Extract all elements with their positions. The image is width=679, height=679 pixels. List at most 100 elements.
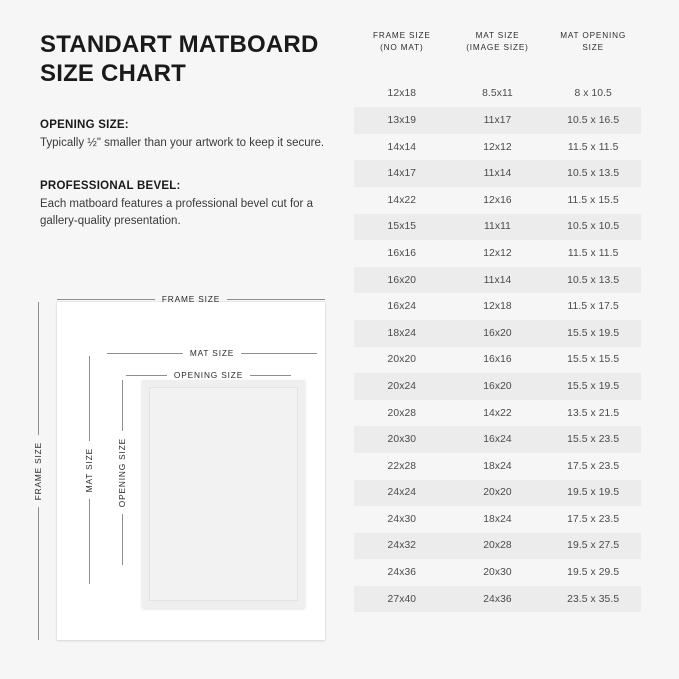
measure-rule-top: [122, 380, 124, 431]
cell-mat-size: 14x22: [483, 407, 512, 419]
cell-mat-size: 12x18: [483, 301, 512, 313]
cell-mat-opening-size: 11.5 x 15.5: [567, 194, 619, 206]
measure-rule-bottom: [89, 499, 91, 585]
table-row: 27x40 24x36 23.5 x 35.5: [354, 585, 641, 613]
measure-rule-bottom: [38, 507, 40, 641]
measure-rule-right: [250, 375, 291, 377]
cell-mat-size: 12x12: [483, 247, 512, 259]
measure-mat-size-horizontal: MAT SIZE: [107, 348, 318, 359]
cell-mat-size: 24x36: [449, 585, 546, 613]
table-row: 14x22 12x16 11.5 x 15.5: [354, 187, 641, 214]
cell-mat-opening-size: 10.5 x 16.5: [545, 107, 641, 134]
cell-mat-size: 20x30: [483, 567, 512, 579]
cell-mat-opening-size: 15.5 x 19.5: [545, 319, 641, 347]
left-column: STANDART MATBOARD SIZE CHART OPENING SIZ…: [40, 30, 340, 231]
table-row: 15x15 11x11 10.5 x 10.5: [354, 213, 641, 241]
frame-mat-diagram: FRAME SIZE FRAME SIZE MAT SIZE MAT SIZE: [22, 278, 342, 650]
cell-mat-size: 11x14: [449, 266, 546, 294]
measure-label-opening-size-left: OPENING SIZE: [117, 437, 127, 508]
cell-mat-opening-size: 10.5 x 13.5: [545, 160, 641, 187]
cell-mat-opening-size: 17.5 x 23.5: [567, 460, 620, 472]
cell-mat-opening-size: 19.5 x 27.5: [545, 532, 641, 560]
measure-rule-left: [126, 375, 167, 377]
table-row: 20x30 16x24 15.5 x 23.5: [354, 426, 641, 453]
column-header-mat-size: MAT SIZE (IMAGE SIZE): [450, 30, 546, 81]
cell-mat-opening-size: 15.5 x 15.5: [567, 354, 620, 366]
cell-frame-size: 14x22: [387, 194, 417, 206]
cell-mat-opening-size: 17.5 x 23.5: [567, 513, 620, 525]
column-header-mat-size-line1: MAT SIZE: [475, 31, 520, 40]
cell-mat-opening-size: 13.5 x 21.5: [567, 407, 620, 419]
table-row: 20x20 16x16 15.5 x 15.5: [354, 347, 641, 374]
table-row: 24x30 18x24 17.5 x 23.5: [354, 506, 641, 533]
cell-frame-size: 22x28: [387, 460, 417, 472]
cell-frame-size: 20x28: [387, 407, 417, 419]
measure-rule-bottom: [122, 514, 124, 565]
info-heading-professional-bevel: PROFESSIONAL BEVEL:: [40, 180, 181, 192]
cell-mat-size: 16x20: [449, 319, 546, 347]
measure-rule-top: [38, 302, 40, 435]
measure-rule-top: [89, 356, 91, 441]
table-row: 12x18 8.5x11 8 x 10.5: [354, 81, 641, 108]
table-row: 20x28 14x22 13.5 x 21.5: [354, 400, 641, 427]
cell-mat-size: 16x20: [449, 373, 546, 400]
cell-mat-size: 18x24: [483, 460, 512, 472]
table-row: 18x24 16x20 15.5 x 19.5: [354, 319, 641, 347]
cell-mat-opening-size: 15.5 x 19.5: [545, 373, 641, 400]
cell-frame-size: 14x17: [354, 160, 450, 187]
table-header-row: FRAME SIZE (NO MAT) MAT SIZE (IMAGE SIZE…: [354, 30, 641, 81]
column-header-frame-size-line2: (NO MAT): [380, 43, 424, 53]
cell-mat-opening-size: 11.5 x 11.5: [567, 247, 619, 259]
table-row: 20x24 16x20 15.5 x 19.5: [354, 373, 641, 400]
measure-rule-right: [241, 353, 318, 355]
cell-frame-size: 18x24: [354, 319, 450, 347]
frame-rectangle: [57, 302, 325, 640]
cell-mat-opening-size: 11.5 x 17.5: [567, 301, 619, 313]
measure-rule-right: [227, 299, 326, 301]
cell-mat-size: 11x11: [449, 213, 546, 241]
cell-frame-size: 13x19: [354, 107, 450, 134]
cell-frame-size: 20x20: [387, 354, 417, 366]
measure-label-mat-size-left: MAT SIZE: [84, 447, 94, 493]
cell-frame-size: 24x30: [387, 513, 417, 525]
cell-frame-size: 20x24: [354, 373, 450, 400]
info-heading-opening-size: OPENING SIZE:: [40, 118, 129, 131]
cell-mat-opening-size: 19.5 x 29.5: [567, 567, 620, 579]
size-table: FRAME SIZE (NO MAT) MAT SIZE (IMAGE SIZE…: [354, 30, 641, 613]
cell-frame-size: 20x30: [354, 426, 450, 453]
table-row: 24x32 20x28 19.5 x 27.5: [354, 532, 641, 560]
column-header-frame-size: FRAME SIZE (NO MAT): [354, 30, 450, 81]
measure-label-frame-size-left: FRAME SIZE: [33, 441, 43, 501]
mat-opening-rectangle: [149, 387, 298, 601]
cell-frame-size: 14x14: [387, 141, 417, 153]
cell-mat-opening-size: 10.5 x 13.5: [545, 266, 641, 294]
cell-mat-opening-size: 10.5 x 10.5: [545, 213, 641, 241]
mat-rectangle: [142, 380, 305, 608]
size-table-body: 12x18 8.5x11 8 x 10.5 13x19 11x17 10.5 x 16.5…: [354, 81, 641, 613]
cell-mat-size: 20x28: [449, 532, 546, 560]
info-body-opening-size: Typically ½" smaller than your artwork t…: [40, 136, 325, 149]
cell-frame-size: 24x32: [354, 532, 450, 560]
measure-label-mat-size-top: MAT SIZE: [189, 348, 235, 358]
measure-mat-size-vertical: MAT SIZE: [84, 356, 95, 585]
cell-frame-size: 16x24: [387, 301, 417, 313]
cell-mat-size: 16x24: [449, 426, 546, 453]
column-header-mat-size-line2: (IMAGE SIZE): [466, 43, 529, 53]
cell-mat-size: 8.5x11: [482, 88, 513, 100]
cell-mat-size: 11x17: [449, 107, 546, 134]
cell-mat-size: 12x12: [483, 141, 512, 153]
table-row: 16x20 11x14 10.5 x 13.5: [354, 266, 641, 294]
column-header-mat-opening-size-line1: MAT OPENING: [560, 31, 627, 40]
measure-rule-left: [57, 299, 155, 301]
page-title-line-1: STANDART MATBOARD: [40, 31, 319, 58]
cell-frame-size: 24x36: [387, 567, 417, 579]
table-row: 16x16 12x12 11.5 x 11.5: [354, 240, 641, 267]
measure-label-opening-size-top: OPENING SIZE: [173, 370, 244, 380]
info-block-opening-size: OPENING SIZE: Typically ½" smaller than …: [40, 119, 340, 152]
cell-mat-size: 20x20: [449, 479, 546, 507]
cell-mat-opening-size: 23.5 x 35.5: [545, 585, 641, 613]
table-row: 22x28 18x24 17.5 x 23.5: [354, 453, 641, 480]
measure-label-frame-size-top: FRAME SIZE: [161, 294, 221, 304]
table-row: 24x24 20x20 19.5 x 19.5: [354, 479, 641, 507]
